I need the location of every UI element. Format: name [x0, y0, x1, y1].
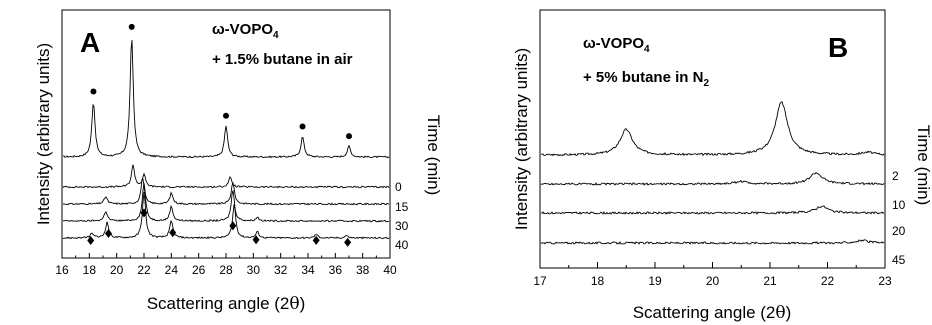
diamond-marker — [312, 235, 320, 245]
x-tick-label: 28 — [219, 263, 233, 277]
x-tick-label: 18 — [591, 274, 605, 288]
diamond-marker — [140, 208, 148, 218]
panel-b-x-axis-title: Scattering angle (2θ) — [633, 303, 792, 323]
x-tick-label: 23 — [878, 274, 892, 288]
panel-a-x-axis-title: Scattering angle (2θ) — [147, 294, 306, 314]
circle-marker — [223, 112, 229, 119]
x-tick-label: 20 — [706, 274, 720, 288]
x-tick-label: 18 — [83, 263, 97, 277]
series-line — [540, 239, 885, 245]
x-tick-label: 22 — [137, 263, 151, 277]
panel-a-x-ticks: 16 18 20 22 24 26 28 30 32 34 36 38 40 — [55, 253, 397, 277]
diamond-marker — [252, 235, 260, 245]
time-label: 30 — [395, 219, 409, 233]
x-tick-label: 22 — [821, 274, 835, 288]
diamond-marker — [104, 228, 112, 238]
x-tick-label: 21 — [763, 274, 777, 288]
panel-a-y-axis-title: Intensity (arbitrary units) — [34, 43, 53, 225]
diamond-marker — [344, 237, 352, 247]
x-tick-label: 40 — [383, 263, 397, 277]
panel-a-time-labels: 0 15 30 40 — [395, 180, 409, 252]
panel-a-compound: ω-VOPO4 — [212, 21, 279, 41]
x-tick-label: 20 — [110, 263, 124, 277]
panel-b: 17 18 19 20 21 22 23 B ω-VOPO4 + 5% butane in … — [512, 9, 932, 323]
series-line — [62, 191, 390, 240]
x-tick-label: 19 — [648, 274, 662, 288]
diamond-marker — [169, 228, 177, 238]
series-line — [62, 183, 390, 223]
time-label: 40 — [395, 238, 409, 252]
panel-b-atmosphere: + 5% butane in N2 — [583, 69, 709, 89]
panel-a-series — [62, 39, 390, 240]
x-tick-label: 32 — [274, 263, 288, 277]
series-line — [540, 101, 885, 157]
time-label: 10 — [892, 198, 906, 212]
series-line — [540, 205, 885, 215]
x-tick-label: 30 — [247, 263, 261, 277]
x-tick-label: 17 — [533, 274, 547, 288]
panel-a: 16 18 20 22 24 26 28 30 32 34 36 38 40 A ω-VOPO4 + 1… — [34, 9, 443, 314]
time-label: 45 — [892, 253, 906, 267]
diamond-marker — [87, 236, 95, 246]
series-line — [62, 178, 389, 206]
circle-marker — [346, 133, 352, 140]
panel-b-compound: ω-VOPO4 — [583, 35, 650, 55]
circle-marker — [90, 88, 97, 95]
x-tick-label: 26 — [192, 263, 206, 277]
panel-b-time-axis-title: Time (min) — [914, 125, 932, 206]
series-line — [62, 164, 390, 189]
panel-b-y-axis-title: Intensity (arbitrary units) — [512, 48, 531, 230]
x-tick-label: 38 — [356, 263, 370, 277]
series-line — [540, 171, 885, 186]
panel-b-letter: B — [828, 32, 848, 63]
time-label: 15 — [395, 200, 409, 214]
panel-a-markers — [87, 23, 352, 247]
diamond-marker — [229, 221, 237, 231]
time-label: 20 — [892, 224, 906, 238]
time-label: 0 — [395, 180, 402, 194]
panel-a-frame — [61, 9, 391, 259]
panel-b-series — [540, 101, 885, 245]
panel-a-time-axis-title: Time (min) — [424, 115, 443, 196]
series-line — [62, 39, 390, 159]
panel-a-letter: A — [80, 27, 100, 58]
circle-marker — [299, 123, 306, 130]
x-tick-label: 24 — [165, 263, 179, 277]
x-tick-label: 34 — [301, 263, 315, 277]
circle-marker — [128, 23, 135, 30]
panel-b-time-labels: 2 10 20 45 — [892, 169, 906, 267]
x-tick-label: 36 — [329, 263, 343, 277]
panel-a-atmosphere: + 1.5% butane in air — [212, 51, 353, 68]
x-tick-label: 16 — [55, 263, 69, 277]
time-label: 2 — [892, 169, 899, 183]
panel-b-x-ticks: 17 18 19 20 21 22 23 — [533, 262, 892, 288]
